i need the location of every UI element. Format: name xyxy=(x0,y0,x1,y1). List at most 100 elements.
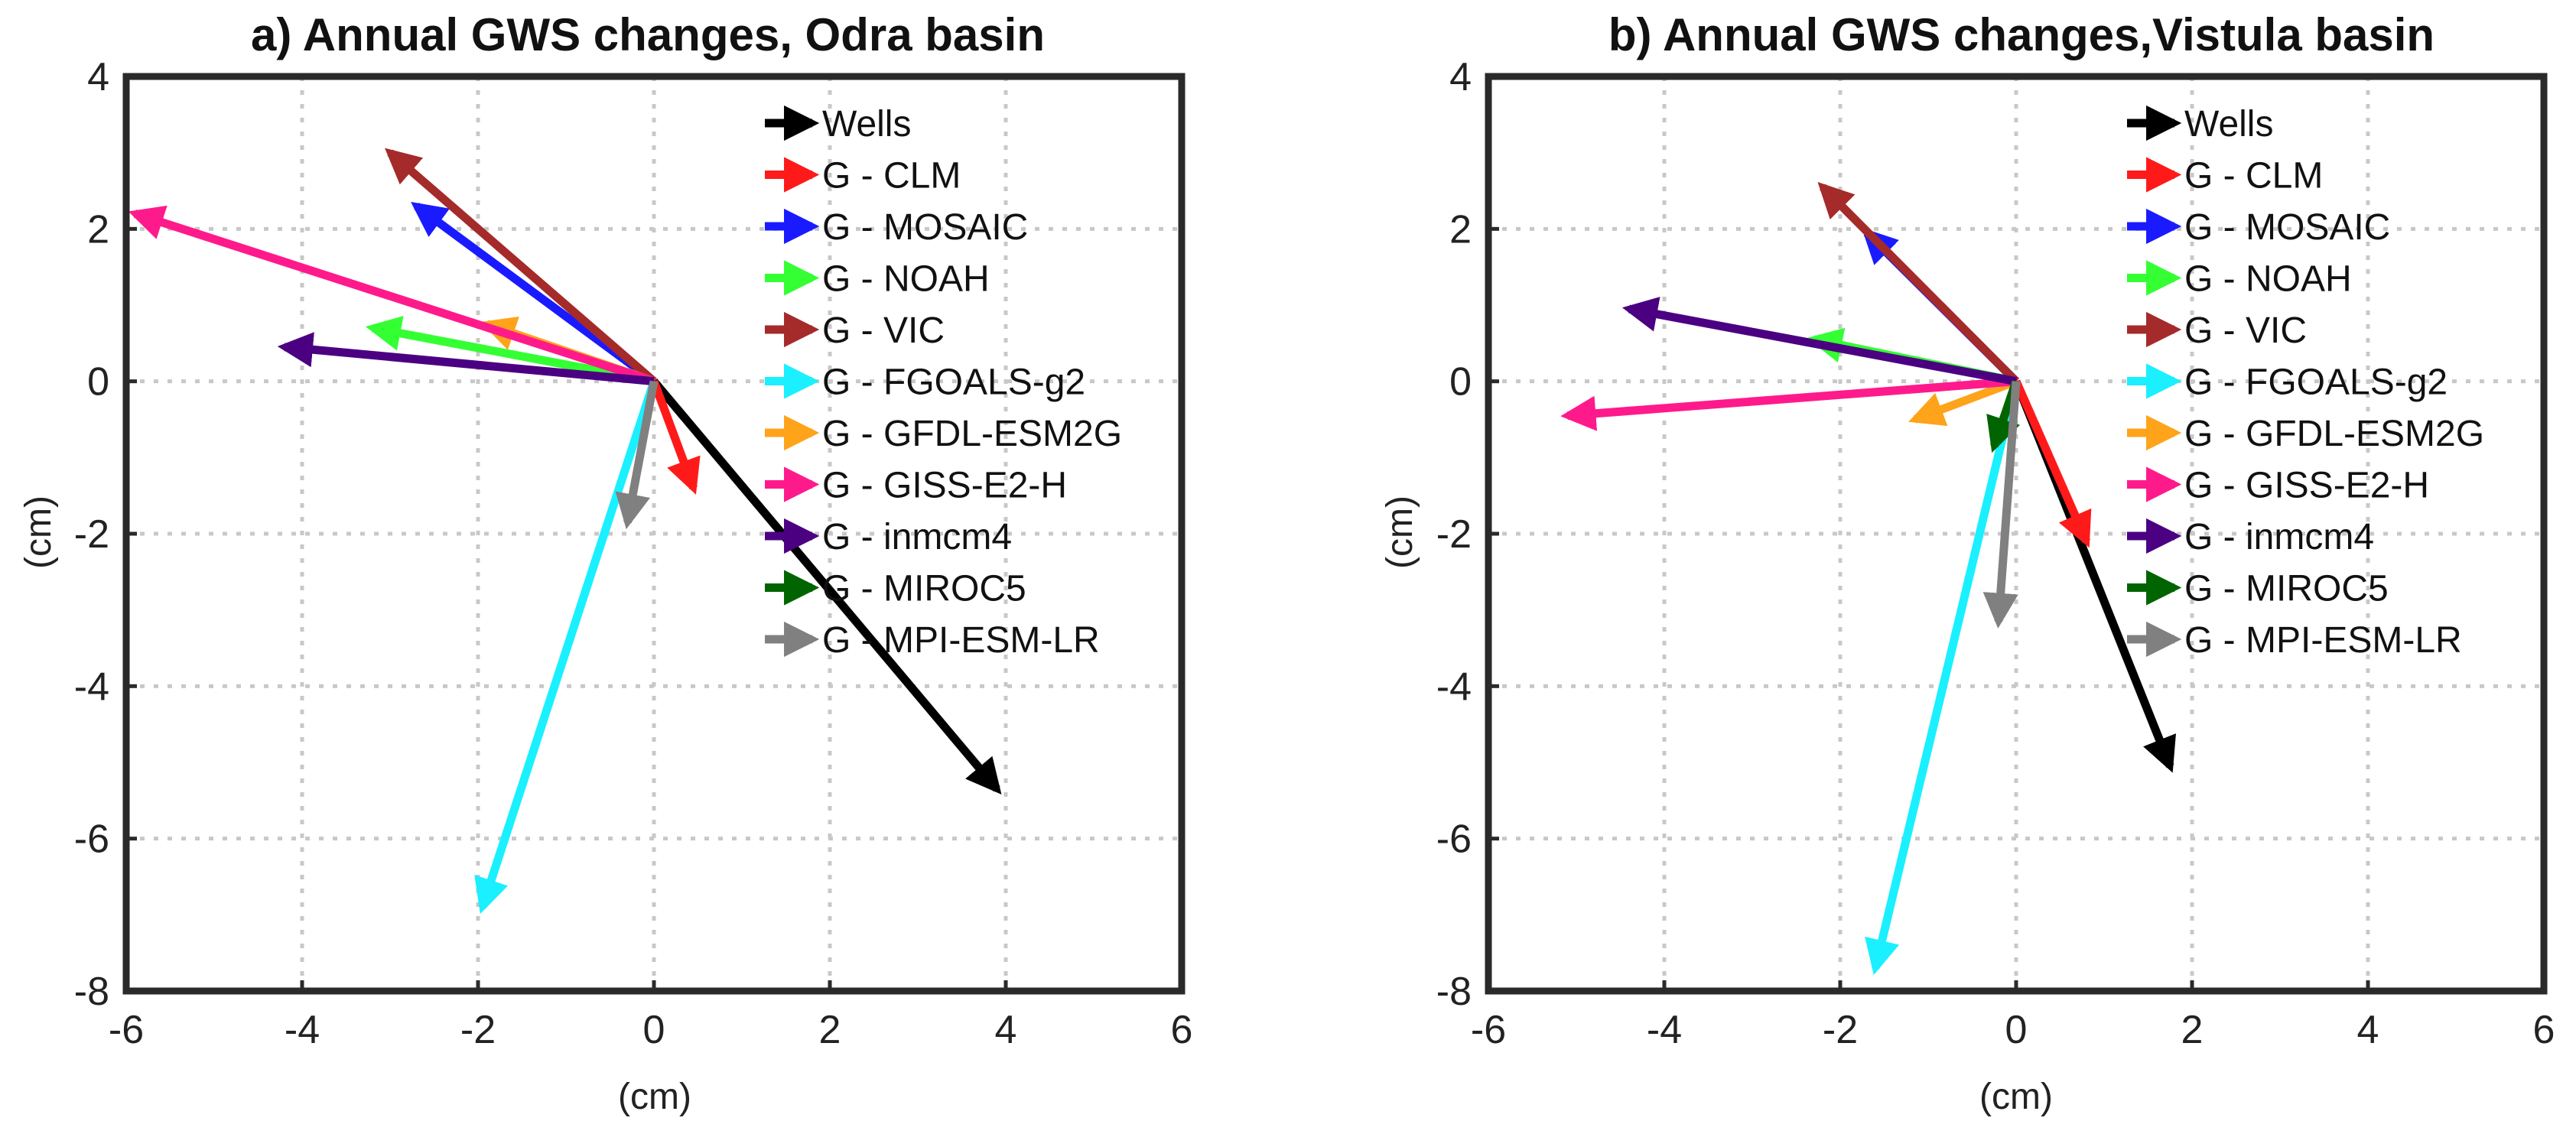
panel-b-arrow-g-clm xyxy=(2012,379,2092,548)
panel-b-legend-item: G - CLM xyxy=(2127,156,2323,197)
panel-a-legend-label: G - GFDL-ESM2G xyxy=(822,414,1122,454)
panel-b-legend-label: G - NOAH xyxy=(2184,259,2352,300)
panel-b-frame xyxy=(1485,73,2548,995)
panel-a-x-tick-label: 4 xyxy=(995,1008,1017,1052)
panel-b-legend: Wells G - CLM G - MOSAIC G - NOAH G - VIC G -… xyxy=(2127,104,2484,661)
panel-b-y-ticks: 4 2 0 -2 -4 -6 -8 xyxy=(1436,55,1472,1014)
panel-a-legend-label: G - MIROC5 xyxy=(822,569,1026,609)
panel-a-x-tick-label: -2 xyxy=(460,1008,496,1052)
panel-a-legend-item: G - FGOALS-g2 xyxy=(765,362,1085,403)
panel-a-y-tick-label: -4 xyxy=(74,664,109,709)
panel-a-legend-item: G - CLM xyxy=(765,156,961,197)
panel-b-legend-item: G - FGOALS-g2 xyxy=(2127,362,2448,403)
panel-b-x-tick-label: -2 xyxy=(1823,1008,1858,1052)
panel-a-legend-label: G - MOSAIC xyxy=(822,207,1028,248)
panel-b-arrow-g-inmcm4 xyxy=(1621,297,2018,386)
panel-b-legend-label: G - GFDL-ESM2G xyxy=(2184,414,2484,454)
panel-b-x-tick-label: 2 xyxy=(2181,1008,2204,1052)
panel-b-legend-item: Wells xyxy=(2127,104,2273,145)
panel-b-x-tick-label: -4 xyxy=(1647,1008,1682,1052)
panel-b: b) Annual GWS changes,Vistula basin Well… xyxy=(1380,9,2555,1117)
panel-b-y-tick-label: 0 xyxy=(1449,360,1472,405)
panel-b-legend-label: G - MOSAIC xyxy=(2184,207,2390,248)
panel-a-arrows xyxy=(128,148,1002,915)
panel-b-arrow-g-giss-e2-h xyxy=(1560,377,2017,431)
panel-b-legend-label: G - VIC xyxy=(2184,310,2307,351)
panel-b-arrow-g-gfdl-esm2g xyxy=(1908,377,2018,427)
panel-a-x-tick-label: -6 xyxy=(109,1008,144,1052)
panel-a-legend: Wells G - CLM G - MOSAIC G - NOAH G - VIC G -… xyxy=(765,104,1122,661)
panel-a-legend-item: G - MOSAIC xyxy=(765,207,1028,248)
panel-a-legend-item: G - inmcm4 xyxy=(765,517,1012,557)
panel-a-y-tick-label: 0 xyxy=(87,360,109,405)
panel-b-legend-item: G - GISS-E2-H xyxy=(2127,466,2429,506)
panel-a-legend-item: G - GISS-E2-H xyxy=(765,466,1067,506)
panel-a-x-tick-label: 2 xyxy=(819,1008,841,1052)
panel-a-x-tick-label: 0 xyxy=(643,1008,665,1052)
panel-b-y-tick-label: -8 xyxy=(1436,970,1472,1014)
panel-a-arrow-g-fgoals-g2 xyxy=(474,379,659,915)
panel-a-arrow-g-vic xyxy=(385,148,657,385)
panel-a-y-tick-label: -6 xyxy=(74,817,109,862)
panel-a-legend-label: Wells xyxy=(822,104,911,145)
panel-b-x-tick-label: 4 xyxy=(2357,1008,2379,1052)
panel-a-xlabel: (cm) xyxy=(618,1077,691,1117)
panel-b-arrows xyxy=(1560,181,2176,976)
panel-b-y-tick-label: 2 xyxy=(1449,207,1472,252)
panel-a-legend-item: G - NOAH xyxy=(765,259,990,300)
panel-a-y-ticks: 4 2 0 -2 -4 -6 -8 xyxy=(74,55,109,1014)
panel-b-legend-item: G - inmcm4 xyxy=(2127,517,2374,557)
panel-b-y-tick-label: -6 xyxy=(1436,817,1472,862)
panel-b-x-tick-label: -6 xyxy=(1471,1008,1506,1052)
panel-a-arrow-g-mpi-esm-lr xyxy=(615,380,659,530)
panel-b-arrow-g-vic xyxy=(1817,181,2019,385)
panel-a-legend-item: G - MPI-ESM-LR xyxy=(765,620,1100,661)
panel-a-arrow-g-giss-e2-h xyxy=(128,205,655,385)
panel-b-legend-label: G - GISS-E2-H xyxy=(2184,466,2429,506)
panel-b-y-tick-label: 4 xyxy=(1449,55,1472,99)
panel-b-legend-item: G - MOSAIC xyxy=(2127,207,2390,248)
panel-b-legend-label: G - MPI-ESM-LR xyxy=(2184,620,2462,661)
panel-a-legend-item: G - VIC xyxy=(765,310,945,351)
panel-a-x-ticks: -6 -4 -2 0 2 4 6 xyxy=(109,1008,1193,1052)
panel-a-x-tick-label: 6 xyxy=(1171,1008,1193,1052)
panel-a-frame xyxy=(122,73,1186,995)
panel-a-title: a) Annual GWS changes, Odra basin xyxy=(251,9,1045,60)
panel-a-arrow-wells xyxy=(650,379,1002,794)
panel-a-y-tick-label: -8 xyxy=(74,970,109,1014)
panel-a-legend-label: G - CLM xyxy=(822,156,961,197)
panel-b-x-tick-label: 0 xyxy=(2005,1008,2028,1052)
panel-b-legend-item: G - MPI-ESM-LR xyxy=(2127,620,2462,661)
panel-a-legend-label: G - MPI-ESM-LR xyxy=(822,620,1100,661)
panel-a-x-tick-label: -4 xyxy=(285,1008,320,1052)
panel-a-legend-label: G - inmcm4 xyxy=(822,517,1012,557)
panel-b-ylabel: (cm) xyxy=(1380,496,1420,569)
panel-b-legend-label: G - FGOALS-g2 xyxy=(2184,362,2448,403)
panel-b-title: b) Annual GWS changes,Vistula basin xyxy=(1608,9,2435,60)
panel-b-arrow-g-mpi-esm-lr xyxy=(1982,381,2021,629)
panel-b-legend-label: G - inmcm4 xyxy=(2184,517,2374,557)
panel-a: a) Annual GWS changes, Odra basin Wells G… xyxy=(18,9,1192,1117)
panel-a-legend-item: G - GFDL-ESM2G xyxy=(765,414,1122,454)
panel-b-y-tick-label: -4 xyxy=(1436,664,1472,709)
panel-b-legend-item: G - VIC xyxy=(2127,310,2307,351)
panel-a-legend-label: G - FGOALS-g2 xyxy=(822,362,1085,403)
panel-a-arrow-g-inmcm4 xyxy=(277,332,655,386)
panel-b-arrow-g-fgoals-g2 xyxy=(1865,380,2021,976)
panel-b-x-tick-label: 6 xyxy=(2533,1008,2555,1052)
panel-a-legend-label: G - GISS-E2-H xyxy=(822,466,1067,506)
panel-a-ylabel: (cm) xyxy=(18,496,59,569)
panel-a-arrow-g-clm xyxy=(649,379,701,495)
panel-b-legend-label: G - CLM xyxy=(2184,156,2323,197)
panel-b-y-tick-label: -2 xyxy=(1436,512,1472,557)
panel-a-legend-item: Wells xyxy=(765,104,911,145)
panel-b-legend-item: G - NOAH xyxy=(2127,259,2352,300)
panel-a-legend-label: G - VIC xyxy=(822,310,945,351)
panel-a-legend-label: G - NOAH xyxy=(822,259,990,300)
panel-a-legend-item: G - MIROC5 xyxy=(765,569,1026,609)
panel-b-legend-item: G - MIROC5 xyxy=(2127,569,2389,609)
panel-b-legend-item: G - GFDL-ESM2G xyxy=(2127,414,2484,454)
panel-a-y-tick-label: 2 xyxy=(87,207,109,252)
panel-b-x-ticks: -6 -4 -2 0 2 4 6 xyxy=(1471,1008,2555,1052)
